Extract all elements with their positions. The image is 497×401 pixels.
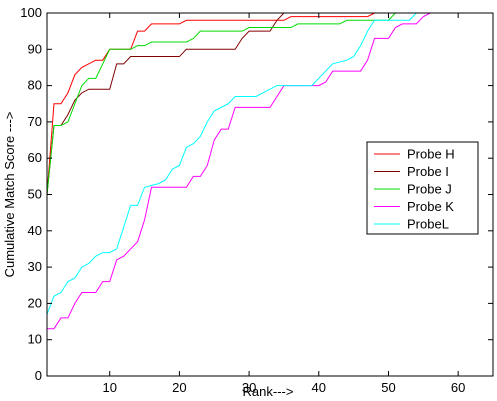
- y-tick-label-40: 40: [28, 223, 42, 238]
- y-tick-label-10: 10: [28, 332, 42, 347]
- axis-layer: 10 20 30 40 50 60 0 10 20 30 40 50 60 70 80 90 100: [20, 5, 493, 395]
- legend-items: Probe H Probe I Probe J Probe K ProbeL: [374, 147, 455, 232]
- y-tick-label-80: 80: [28, 78, 42, 93]
- legend-box: [366, 141, 479, 235]
- x-axis-label: Rank--->: [243, 384, 294, 399]
- x-tick-label-30: 30: [242, 380, 256, 395]
- x-tick-label-20: 20: [172, 380, 186, 395]
- y-axis-label: Cumulative Match Score --->: [2, 112, 17, 278]
- series-line-3: [46, 12, 493, 195]
- y-tick-label-0: 0: [35, 368, 42, 383]
- legend-label-5: ProbeL: [407, 217, 449, 232]
- y-tick-label-30: 30: [28, 259, 42, 274]
- y-tick-label-60: 60: [28, 150, 42, 165]
- y-tick-label-20: 20: [28, 295, 42, 310]
- series-layer: [46, 12, 493, 330]
- x-tick-label-10: 10: [102, 380, 116, 395]
- y-tick-label-100: 100: [20, 5, 42, 20]
- series-line-2: [46, 12, 493, 195]
- legend-label-3: Probe J: [407, 182, 452, 197]
- y-tick-label-50: 50: [28, 187, 42, 202]
- series-line-4: [47, 12, 493, 330]
- y-tick-label-90: 90: [28, 41, 42, 56]
- x-tick-label-60: 60: [451, 380, 465, 395]
- x-tick-label-40: 40: [312, 380, 326, 395]
- legend: Probe H Probe I Probe J Probe K ProbeL: [366, 141, 479, 235]
- y-tick-label-70: 70: [28, 114, 42, 129]
- legend-label-1: Probe H: [407, 147, 455, 162]
- legend-label-2: Probe I: [407, 164, 449, 179]
- legend-label-4: Probe K: [407, 199, 454, 214]
- x-tick-label-50: 50: [381, 380, 395, 395]
- series-line-5: [46, 12, 493, 315]
